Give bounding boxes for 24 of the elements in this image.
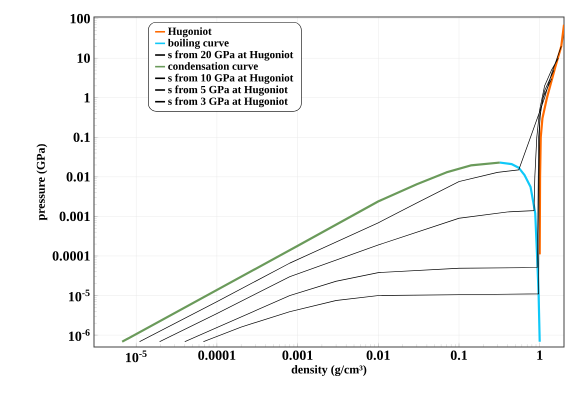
y-tick-label: 1 (84, 93, 90, 102)
y-tick-label: 0.0001 (52, 251, 90, 261)
y-axis-title: pressure (GPa) (36, 144, 48, 220)
x-tick-label: 0.1 (450, 350, 467, 360)
x-tick-label: 10$^{-5}$ (126, 350, 147, 362)
y-tick-label: 10$^{-5}$ (69, 290, 90, 302)
x-tick-label: 0.01 (366, 350, 390, 360)
legend-label: s from 3 GPa at Hugoniot (168, 97, 288, 108)
legend-label: s from 20 GPa at Hugoniot (168, 50, 294, 61)
legend-label: s from 10 GPa at Hugoniot (168, 74, 294, 84)
legend-label: condensation curve (168, 62, 258, 70)
y-tick-label: 0.01 (66, 172, 90, 182)
legend-label: s from 5 GPa at Hugoniot (168, 85, 288, 96)
y-tick-label: 0.1 (74, 132, 90, 142)
x-tick-label: 0.0001 (198, 350, 236, 360)
y-tick-label: 10$^{-6}$ (69, 329, 90, 342)
y-tick-label: 100 (70, 14, 90, 24)
y-tick-label: 10 (78, 53, 90, 63)
y-tick-label: 0.001 (60, 212, 90, 222)
legend-label: boiling curve (168, 38, 229, 49)
x-axis-title: density (g/cm³) (292, 365, 366, 376)
x-tick-label: 0.001 (282, 350, 313, 360)
legend-label: Hugoniot (168, 27, 212, 38)
x-tick-label: 1 (537, 350, 542, 360)
